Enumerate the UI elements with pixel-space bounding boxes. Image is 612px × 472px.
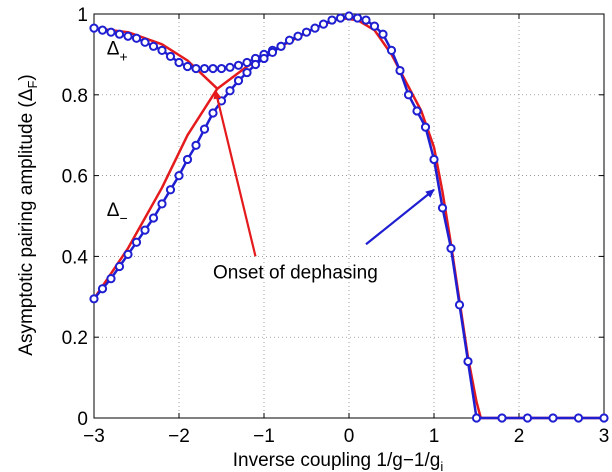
y-tick-label: 0.4 [62, 247, 89, 268]
data-point [386, 45, 397, 55]
data-point [412, 106, 422, 116]
y-tick-label: 0 [77, 409, 88, 430]
data-point [420, 122, 431, 132]
series-layer [89, 11, 609, 423]
y-tick-label: 1 [77, 5, 88, 26]
data-point [378, 29, 388, 39]
data-point [191, 63, 201, 74]
data-point [106, 27, 116, 37]
data-point [123, 31, 133, 41]
data-point [497, 413, 507, 423]
data-point [131, 33, 142, 43]
data-point [191, 140, 201, 150]
data-point [182, 61, 193, 72]
x-tick-label: −2 [168, 426, 190, 447]
x-tick-label: −1 [253, 426, 275, 447]
data-point [301, 27, 312, 37]
ticks-layer: −3 −2 −1 0 1 2 3 0 0.2 0.4 0.6 0.8 1 [62, 5, 610, 447]
data-point [148, 41, 159, 51]
x-tick-label: 2 [514, 426, 525, 447]
y-tick-label: 0.8 [62, 86, 88, 107]
data-point [140, 225, 150, 235]
data-point [148, 213, 159, 223]
series-red-lower [92, 88, 219, 300]
x-tick-label: 3 [599, 426, 610, 447]
data-point [216, 63, 227, 74]
data-point [267, 47, 278, 57]
data-point [225, 62, 235, 72]
series-blue-markers [93, 14, 604, 420]
data-point [284, 35, 295, 45]
data-point [437, 203, 448, 213]
data-point [344, 11, 354, 21]
red-arrow [213, 89, 257, 257]
data-point [165, 51, 176, 62]
delta-plus: Δ+ [107, 38, 128, 64]
data-point [471, 413, 482, 423]
data-point [327, 15, 337, 25]
data-point [89, 294, 99, 304]
data-point [318, 19, 329, 29]
series-red-main [216, 16, 604, 420]
data-point [97, 25, 108, 35]
data-point [242, 57, 252, 68]
data-point [157, 45, 167, 55]
x-tick-label: −3 [83, 426, 105, 447]
data-point [403, 90, 414, 100]
data-point [463, 356, 473, 367]
data-point [242, 67, 252, 78]
data-point [157, 199, 167, 209]
data-point [548, 413, 558, 423]
data-point [165, 185, 176, 195]
data-point [199, 124, 210, 134]
data-point [446, 243, 456, 253]
data-point [182, 154, 193, 165]
data-point [106, 274, 116, 284]
data-point [335, 13, 346, 23]
data-point [352, 13, 363, 23]
x-tick-label: 0 [344, 426, 355, 447]
onset-label: Onset of dephasing [213, 263, 378, 284]
data-point [293, 31, 303, 41]
data-point [250, 59, 261, 70]
data-point [429, 154, 439, 165]
data-point [208, 63, 218, 74]
blue-arrow [365, 188, 435, 246]
data-point [276, 41, 286, 51]
data-point [310, 23, 320, 33]
data-point [573, 413, 584, 423]
y-tick-label: 0.2 [62, 328, 88, 349]
data-point [208, 108, 218, 118]
data-point [89, 23, 99, 33]
data-point [97, 284, 108, 294]
data-point [361, 15, 371, 25]
data-point [259, 53, 269, 64]
x-axis-label: Inverse coupling 1/g−1/gi [233, 450, 444, 472]
data-point [131, 237, 142, 247]
data-point [599, 413, 609, 423]
delta-minus: Δ− [107, 200, 128, 226]
y-axis-label: Asymptotic pairing amplitude (ΔF) [16, 74, 40, 355]
data-point [233, 76, 244, 86]
data-point [114, 29, 125, 39]
data-point [140, 37, 150, 47]
x-tick-label: 1 [429, 426, 440, 447]
data-point [233, 60, 244, 70]
data-point [114, 261, 125, 272]
data-point [522, 413, 533, 423]
data-point [174, 171, 184, 181]
data-point [454, 300, 465, 310]
data-point [225, 86, 235, 96]
data-point [123, 249, 133, 259]
grid-layer [93, 13, 605, 419]
annotations-layer: Δ+ Δ− Onset of dephasing [107, 38, 435, 284]
data-point [395, 65, 405, 76]
data-point [369, 21, 380, 31]
data-point [199, 63, 210, 74]
y-tick-label: 0.6 [62, 167, 88, 188]
data-point [174, 57, 184, 68]
